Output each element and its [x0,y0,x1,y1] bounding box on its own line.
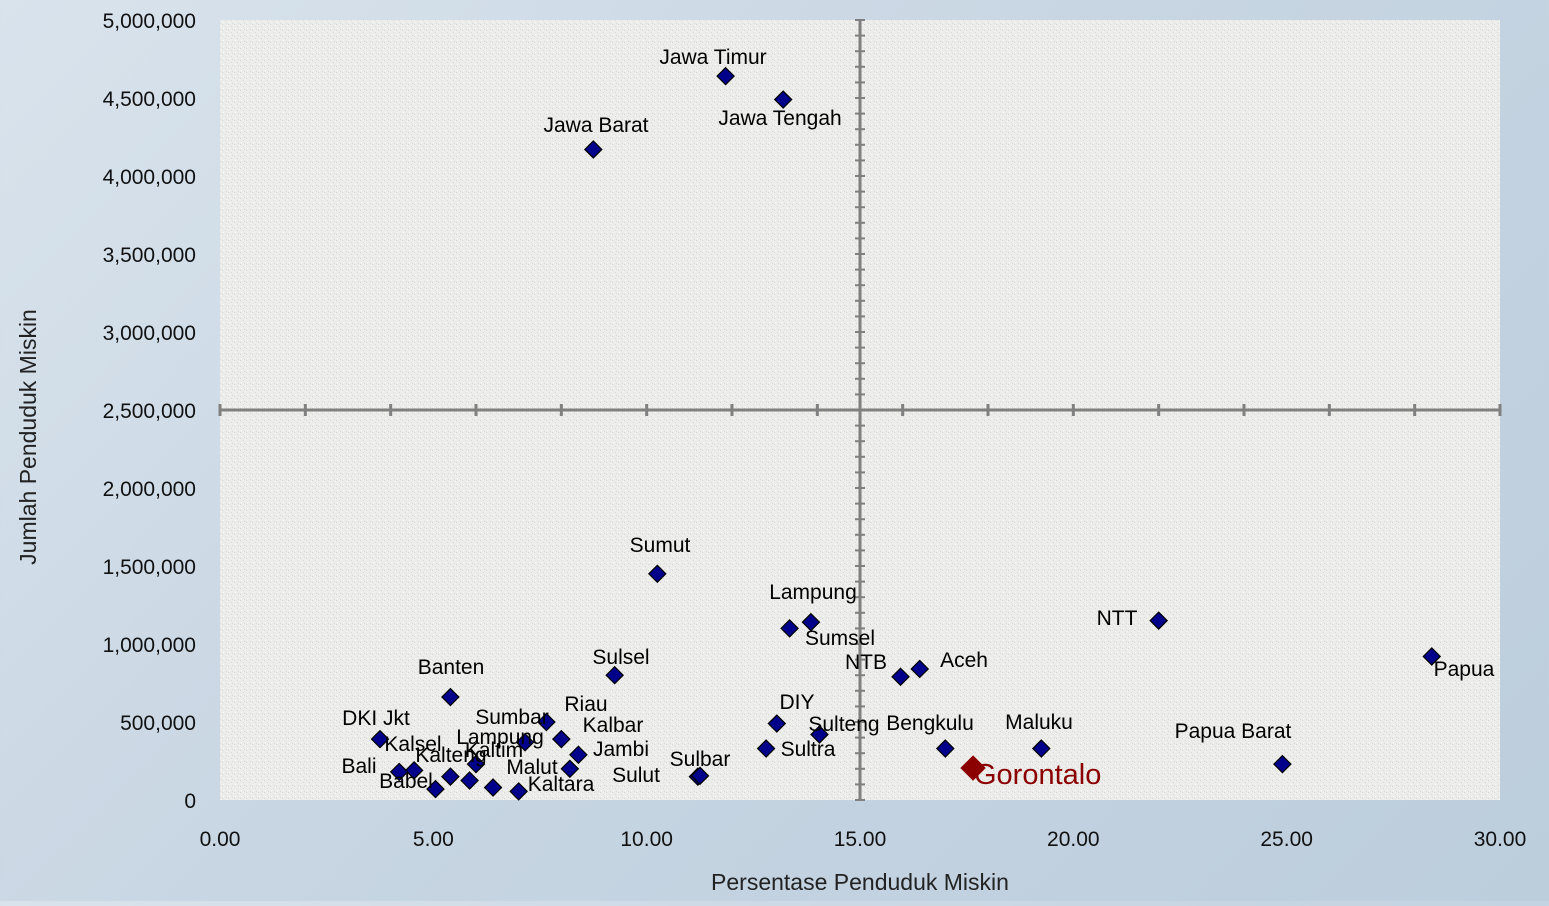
point-label: Jambi [593,738,649,761]
point-label: Papua [1434,658,1495,681]
x-tick-label: 10.00 [620,828,673,851]
data-point [569,745,588,765]
y-tick-label: 500,000 [120,712,196,735]
data-point [891,667,910,687]
data-point [370,729,390,749]
point-label: Lampung [456,726,544,749]
data-point [515,732,535,752]
data-point [441,767,460,786]
point-label: NTB [845,651,887,674]
point-label: Sulbar [670,748,731,771]
data-point [780,619,799,638]
point-label: NTT [1097,607,1138,630]
point-label: Jawa Timur [659,46,766,69]
data-point [583,140,603,159]
x-tick-label: 5.00 [413,828,454,851]
point-label: Riau [564,693,607,716]
point-label: Kalteng [415,744,486,767]
data-point [773,90,793,109]
data-point [389,762,409,782]
y-tick-label: 4,000,000 [103,166,196,189]
data-point [426,779,445,799]
y-tick-label: 1,000,000 [103,634,196,657]
y-tick-label: 2,000,000 [103,478,196,501]
point-label: Bengkulu [886,712,974,735]
point-label: Sumsel [805,627,875,650]
point-label: Sumut [630,534,691,557]
y-tick-label: 1,500,000 [103,556,196,579]
point-label: Bali [341,755,376,778]
y-tick-label: 5,000,000 [103,10,196,33]
x-tick-label: 15.00 [834,828,887,851]
point-label: DIY [779,691,814,714]
point-label: Kalsel [384,733,441,756]
data-point [756,739,776,758]
point-label: Kaltara [528,773,595,796]
data-point [560,759,580,779]
data-point [404,761,424,780]
data-point [509,782,529,801]
x-tick-label: 20.00 [1047,828,1100,851]
point-label: Sultra [781,738,836,761]
x-tick-label: 30.00 [1474,828,1527,851]
point-label: Malut [506,756,558,779]
point-label: Kaltim [465,739,523,762]
data-point [1422,647,1442,666]
x-axis-title: Persentase Penduduk Miskin [711,869,1009,895]
y-tick-label: 3,000,000 [103,322,196,345]
labels-layer: Gorontalo Jawa Timur Jawa Tengah Jawa Barat… [341,46,1494,796]
point-label: Lampung [769,581,857,604]
axes-layer: 0 500,000 1,000,000 1,500,000 2,000,000 2,500… [103,10,1527,851]
data-point [1031,739,1051,758]
point-label: Jawa Tengah [718,107,841,130]
highlight-label: Gorontalo [974,759,1101,791]
point-label: Banten [418,656,485,679]
data-point [1149,611,1169,630]
point-label: Sumbar [475,706,549,729]
data-point [1273,754,1292,774]
point-label: Sulsel [592,646,649,669]
data-point [910,659,930,679]
data-point [767,714,787,733]
point-label: Sulut [612,764,660,787]
data-point [551,729,571,749]
marks-layer [370,66,1442,801]
point-label: Jawa Barat [543,114,648,137]
data-point [810,725,829,744]
data-point [690,766,710,786]
point-label: Papua Barat [1175,720,1292,743]
y-tick-label: 2,500,000 [103,400,196,423]
y-tick-label: 0 [184,790,196,813]
x-tick-label: 0.00 [200,828,241,851]
data-point [460,771,479,790]
y-tick-label: 3,500,000 [103,244,196,267]
point-label: DKI Jkt [342,707,410,730]
data-point [483,778,503,797]
point-label: Maluku [1005,711,1073,734]
data-point-highlight [960,755,986,781]
data-point [935,739,955,758]
y-axis-title: Jumlah Penduduk Miskin [15,309,41,565]
data-point [537,712,556,732]
point-label: Kalbar [583,714,644,737]
data-point [716,66,735,86]
data-point [801,612,821,632]
y-tick-label: 4,500,000 [103,88,196,111]
point-label: Aceh [940,649,988,672]
data-point [466,754,486,774]
point-label: Babel [379,770,433,793]
data-point [441,687,460,707]
point-label: Sulteng [808,713,879,736]
data-point [647,564,667,584]
data-point [605,665,625,685]
x-tick-label: 25.00 [1260,828,1313,851]
